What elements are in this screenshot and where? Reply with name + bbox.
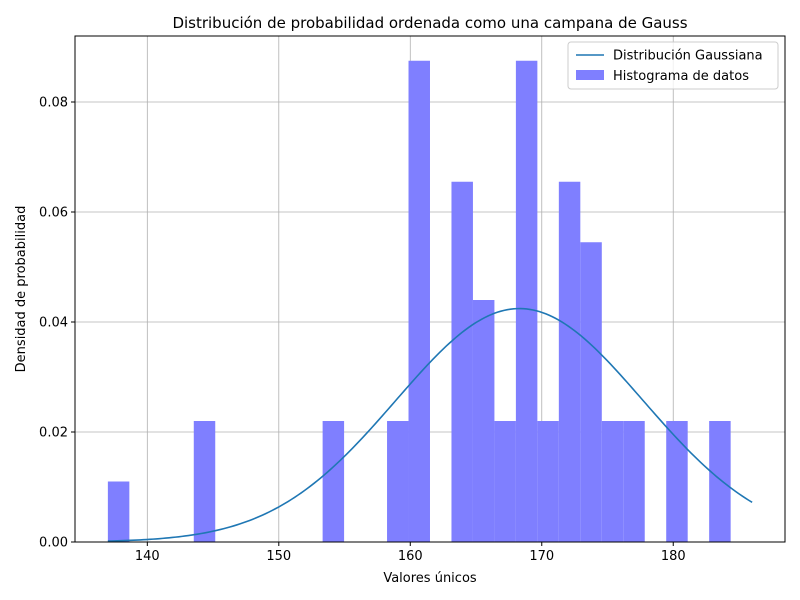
histogram-bar xyxy=(537,421,559,542)
legend-histogram-swatch xyxy=(576,70,604,80)
histogram-bars xyxy=(107,60,731,542)
y-tick-label: 0.02 xyxy=(39,426,68,441)
x-tick-label: 150 xyxy=(266,549,291,564)
axis-ticks: 140 150 160 170 180 0.00 0.02 0.04 0.06 0.08 xyxy=(39,96,686,565)
histogram-bar xyxy=(472,300,495,542)
histogram-bar xyxy=(558,181,581,542)
legend-histogram-label: Histograma de datos xyxy=(613,69,749,84)
legend: Distribución Gaussiana Histograma de dat… xyxy=(567,41,779,90)
histogram-bar xyxy=(387,421,409,542)
x-tick-label: 180 xyxy=(661,549,686,564)
histogram-bar xyxy=(601,421,624,542)
legend-box xyxy=(567,41,779,90)
histogram-bar xyxy=(666,421,688,542)
histogram-bar xyxy=(322,421,345,542)
gaussian-curve-group xyxy=(107,307,753,542)
histogram-bar xyxy=(580,242,602,542)
y-tick-label: 0.06 xyxy=(39,206,68,221)
histogram-bar xyxy=(451,181,473,542)
y-tick-label: 0.08 xyxy=(39,96,68,111)
y-tick-label: 0.04 xyxy=(39,316,68,331)
chart-title: Distribución de probabilidad ordenada co… xyxy=(172,14,687,32)
gaussian-curve xyxy=(107,307,753,542)
x-tick-label: 140 xyxy=(135,549,160,564)
y-tick-label: 0.00 xyxy=(39,536,68,551)
histogram-bar xyxy=(494,421,516,542)
histogram-bar xyxy=(408,60,430,542)
histogram-bar xyxy=(709,421,731,542)
histogram-bar xyxy=(107,481,130,542)
y-axis-label: Densidad de probabilidad xyxy=(14,206,29,373)
x-tick-label: 160 xyxy=(398,549,423,564)
plot-frame xyxy=(74,35,786,543)
histogram-bar xyxy=(193,421,216,542)
legend-curve-label: Distribución Gaussiana xyxy=(613,49,763,64)
x-axis-label: Valores únicos xyxy=(383,571,477,586)
histogram-bar xyxy=(515,60,538,542)
histogram-bar xyxy=(623,421,645,542)
x-tick-label: 170 xyxy=(529,549,554,564)
